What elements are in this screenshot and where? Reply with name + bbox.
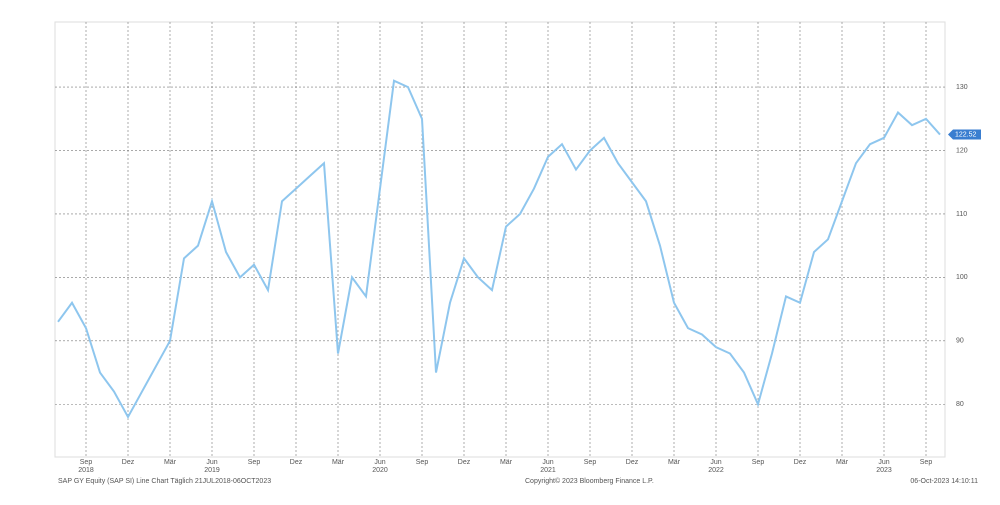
y-tick-label: 110 bbox=[956, 211, 967, 218]
x-tick-label: Sep bbox=[920, 459, 933, 466]
x-tick-label: Jun bbox=[710, 459, 721, 466]
x-tick-label: Dez bbox=[290, 459, 303, 466]
y-tick-label: 130 bbox=[956, 84, 968, 91]
x-tick-label: Mär bbox=[500, 459, 513, 466]
x-tick-label: Jun bbox=[374, 459, 385, 466]
x-year-label: 2018 bbox=[78, 467, 94, 474]
x-tick-label: Mär bbox=[836, 459, 849, 466]
x-year-label: 2020 bbox=[372, 467, 388, 474]
x-year-label: 2021 bbox=[540, 467, 556, 474]
y-tick-label: 80 bbox=[956, 401, 964, 408]
x-year-label: 2023 bbox=[876, 467, 892, 474]
timestamp: 06-Oct-2023 14:10:11 bbox=[910, 478, 978, 485]
plot-area bbox=[54, 21, 946, 458]
copyright: Copyright© 2023 Bloomberg Finance L.P. bbox=[525, 477, 654, 485]
x-tick-label: Dez bbox=[794, 459, 807, 466]
x-tick-label: Sep bbox=[752, 459, 765, 466]
last-price-label: 122.52 bbox=[955, 131, 977, 138]
x-tick-label: Jun bbox=[206, 459, 217, 466]
x-tick-label: Sep bbox=[416, 459, 429, 466]
last-price-tag bbox=[948, 129, 981, 140]
x-year-label: 2019 bbox=[204, 467, 220, 474]
x-tick-label: Dez bbox=[122, 459, 135, 466]
x-tick-label: Mär bbox=[668, 459, 681, 466]
y-tick-label: 100 bbox=[956, 274, 968, 281]
y-tick-label: 90 bbox=[956, 338, 964, 345]
x-tick-label: Jun bbox=[878, 459, 889, 466]
x-year-label: 2022 bbox=[708, 467, 724, 474]
x-tick-label: Dez bbox=[458, 459, 471, 466]
source: SAP GY Equity (SAP SI) Line Chart Täglic… bbox=[58, 478, 271, 485]
x-tick-label: Mär bbox=[164, 459, 177, 466]
x-tick-label: Sep bbox=[248, 459, 261, 466]
x-tick-label: Dez bbox=[626, 459, 639, 466]
x-tick-label: Sep bbox=[80, 459, 93, 466]
x-tick-label: Mär bbox=[332, 459, 345, 466]
x-tick-label: Jun bbox=[542, 459, 553, 466]
y-tick-label: 120 bbox=[956, 147, 968, 154]
price-line bbox=[57, 79, 941, 420]
x-tick-label: Sep bbox=[584, 459, 597, 466]
